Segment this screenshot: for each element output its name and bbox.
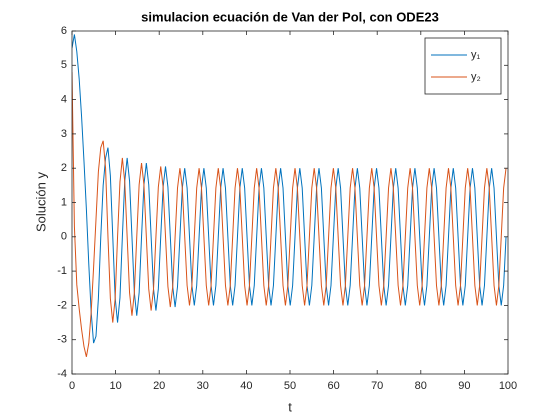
legend-box bbox=[424, 37, 502, 95]
x-tick-label: 90 bbox=[458, 380, 470, 392]
x-tick-label: 10 bbox=[109, 380, 121, 392]
y-tick-label: 1 bbox=[61, 196, 67, 208]
y-axis-label: Solución y bbox=[33, 172, 48, 232]
x-tick-label: 50 bbox=[284, 380, 296, 392]
y-tick-label: -1 bbox=[57, 265, 67, 277]
y-tick-label: 3 bbox=[61, 128, 67, 140]
x-tick-label: 100 bbox=[499, 380, 517, 392]
legend-label: y₁ bbox=[471, 49, 481, 61]
chart-title: simulacion ecuación de Van der Pol, con … bbox=[141, 9, 439, 24]
y-tick-label: -3 bbox=[57, 334, 67, 346]
y-tick-label: 6 bbox=[61, 25, 67, 37]
y-tick-label: 4 bbox=[61, 94, 67, 106]
x-tick-label: 60 bbox=[327, 380, 339, 392]
legend-label: y₂ bbox=[471, 71, 481, 83]
y-tick-label: 2 bbox=[61, 162, 67, 174]
x-tick-label: 80 bbox=[415, 380, 427, 392]
y-tick-label: -2 bbox=[57, 299, 67, 311]
data-line bbox=[72, 72, 507, 357]
x-axis-label: t bbox=[288, 399, 292, 414]
x-tick-label: 30 bbox=[197, 380, 209, 392]
y-tick-label: 0 bbox=[61, 231, 67, 243]
y-tick-label: 5 bbox=[61, 59, 67, 71]
data-line bbox=[72, 34, 507, 344]
x-tick-label: 0 bbox=[69, 380, 75, 392]
y-tick-label: -4 bbox=[57, 368, 67, 380]
x-tick-label: 70 bbox=[371, 380, 383, 392]
x-tick-label: 40 bbox=[240, 380, 252, 392]
x-tick-label: 20 bbox=[153, 380, 165, 392]
